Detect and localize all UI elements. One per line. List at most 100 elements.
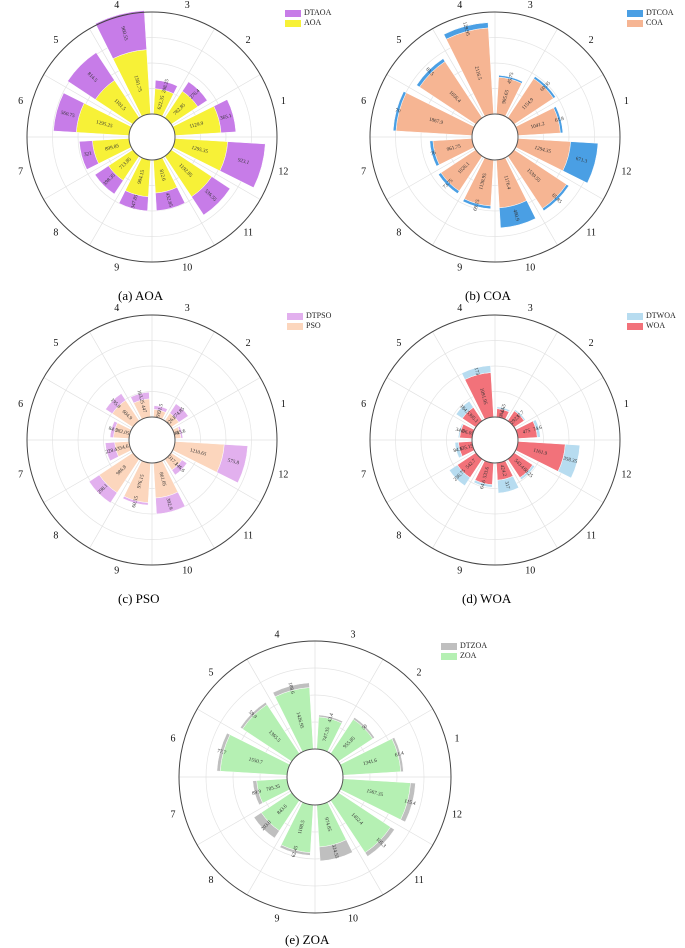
bar-dtzoa-10 [319,839,353,862]
grid-spoke [171,377,261,429]
data-label-dtaoa-12: 923.1 [237,157,250,166]
data-label-aoa-12: 1295.35 [191,145,209,155]
bar-dtpso-1 [177,425,184,439]
data-label-zoa-6: 1550.7 [248,757,264,767]
bar-dtcoa-3 [498,75,523,84]
data-label-dtcoa-12: 671.3 [575,156,588,165]
data-label-dtwoa-9: 64.6 [479,479,487,490]
category-label-5: 5 [53,35,58,46]
data-label-aoa-7: 899.85 [104,143,120,153]
data-label-dtzoa-12: 115.4 [403,798,416,807]
data-label-dtwoa-10: 317 [503,481,511,490]
inner-circle [471,416,519,464]
bar-dtaoa-3 [154,79,178,95]
bar-dtpso-3 [153,405,168,413]
data-label-coa-1: 1041.2 [530,121,546,131]
legend-swatch [627,312,643,320]
data-label-dtzoa-6: 77.7 [216,748,227,756]
data-label-dtaoa-10: 432.85 [164,192,174,208]
bar-dtwoa-12 [557,444,581,479]
grid-spoke [246,659,302,753]
category-label-1: 1 [281,96,286,107]
caption-coa: (b) COA [465,288,511,303]
inner-circle [471,113,519,161]
category-label-4: 4 [457,0,462,11]
data-label-dtcoa-7: 76 [430,150,437,157]
data-label-dtwoa-7: 84.6 [453,446,464,454]
category-label-7: 7 [361,166,366,177]
category-label-7: 7 [171,809,176,820]
grid-spoke [163,459,215,549]
category-label-9: 9 [457,263,462,274]
category-label-1: 1 [454,733,459,744]
bar-dtpso-11 [171,459,188,476]
data-label-coa-3: 905.65 [501,89,511,105]
data-label-coa-10: 1176.4 [502,175,512,191]
category-label-2: 2 [416,667,421,678]
data-label-dtpso-10: 392.9 [165,498,174,511]
data-label-coa-6: 1867.9 [428,117,444,127]
data-label-woa-1: 475 [522,428,531,436]
data-label-dtpso-6: 84.5 [108,426,119,434]
bar-dtcoa-7 [429,140,440,167]
category-label-12: 12 [621,166,631,177]
grid-spoke [506,459,558,549]
legend-label: AOA [304,18,322,27]
caption-woa: (d) WOA [462,591,512,606]
bar-dtaoa-8 [94,165,124,195]
grid-spoke [514,74,604,126]
category-label-2: 2 [246,338,251,349]
legend-item-dtcoa: DTCOA [627,8,674,18]
data-label-dtpso-9: 60.55 [131,495,140,508]
category-label-11: 11 [586,530,596,541]
data-label-coa-4: 2116.5 [473,66,483,82]
bar-dtaoa-11 [191,176,231,216]
category-label-3: 3 [185,0,190,11]
legend-label: DTCOA [646,8,674,17]
category-label-5: 5 [396,35,401,46]
category-label-2: 2 [246,35,251,46]
bar-dtwoa-9 [473,479,493,488]
data-label-dtpso-1: 45.6 [176,428,187,436]
data-label-dtzoa-2: 50 [361,723,369,731]
data-label-dtaoa-3: 208.25 [161,78,171,94]
category-label-11: 11 [414,875,424,886]
caption-zoa: (e) ZOA [285,932,330,947]
category-label-10: 10 [525,263,535,274]
bar-dtcoa-1 [553,106,564,134]
data-label-dtcoa-4: 129.95 [461,21,471,37]
grid-spoke [43,74,133,126]
data-label-dtpso-4: 163.25 [136,389,146,405]
category-label-8: 8 [209,875,214,886]
bar-dtzoa-1 [391,737,404,773]
outer-ring [369,11,621,263]
category-label-7: 7 [18,166,23,177]
category-label-11: 11 [243,227,253,238]
category-label-9: 9 [114,566,119,577]
data-label-dtpso-12: 575.8 [227,458,240,467]
data-label-aoa-6: 1295.25 [95,119,113,129]
grid-spoke [339,790,433,846]
data-label-woa-12: 1161.9 [532,448,548,458]
grid-spoke [89,28,141,118]
category-label-6: 6 [361,96,366,107]
data-label-dtaoa-4: 960.55 [119,26,129,42]
grid-spoke [197,708,291,764]
legend-label: DTPSO [306,311,332,320]
legend-item-zoa: ZOA [441,651,487,661]
grid-spoke [328,801,384,895]
bar-dtzoa-3 [318,714,344,724]
category-label-12: 12 [278,469,288,480]
grid-spoke [197,790,291,846]
category-label-10: 10 [182,566,192,577]
legend-label: DTWOA [646,311,676,320]
category-label-8: 8 [396,227,401,238]
category-label-12: 12 [621,469,631,480]
legend-pso: DTPSO PSO [287,311,331,331]
bar-dtcoa-2 [533,76,556,99]
grid-spoke [43,148,133,200]
data-label-woa-6: 306.05 [459,428,475,438]
grid-spoke [432,28,484,118]
data-label-dtcoa-3: 45.75 [507,71,516,84]
bar-dtpso-4 [130,391,150,404]
